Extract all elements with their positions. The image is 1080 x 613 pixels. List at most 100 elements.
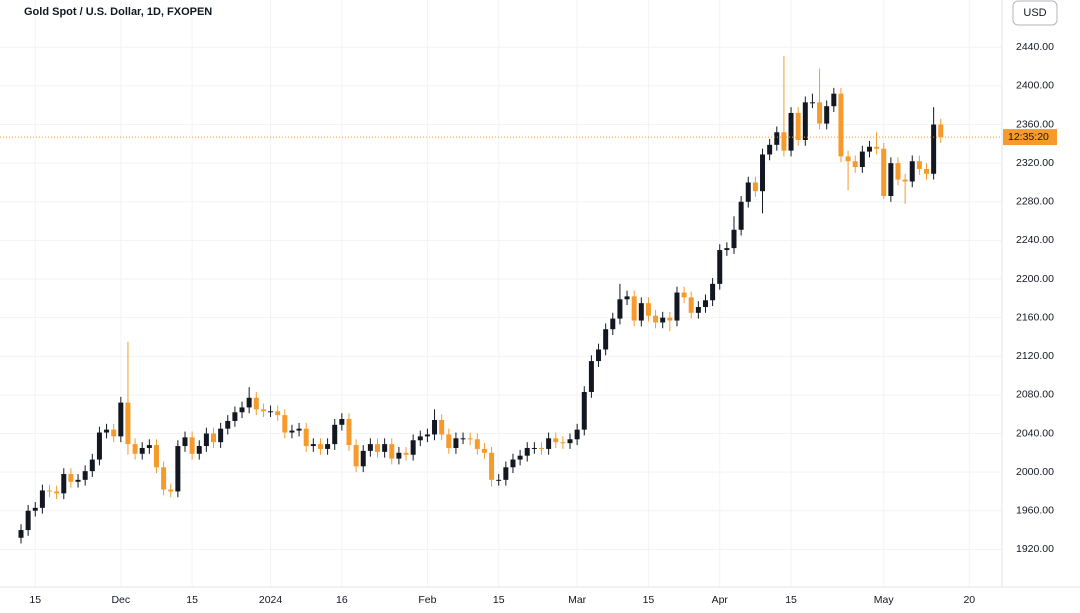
candle-body — [260, 409, 266, 412]
candle-body — [232, 412, 238, 421]
grid — [0, 0, 1002, 587]
candle-body — [246, 397, 252, 408]
candle-body — [681, 292, 687, 298]
candle-body — [645, 303, 651, 316]
y-tick-label: 2000.00 — [1016, 466, 1054, 478]
candle-body — [931, 124, 937, 174]
candle-body — [268, 411, 274, 413]
candle-body — [674, 292, 680, 321]
x-tick-label: 15 — [29, 594, 41, 606]
candle-body — [211, 433, 217, 443]
candle-body — [325, 444, 331, 449]
candle-body — [96, 432, 102, 460]
candle-body — [489, 452, 495, 480]
candle-body — [695, 307, 701, 313]
candle-body — [332, 424, 338, 445]
x-tick-label: Dec — [111, 594, 130, 606]
candle-body — [410, 440, 416, 455]
y-tick-label: 1920.00 — [1016, 543, 1054, 555]
candle-body — [624, 296, 630, 300]
y-tick-label: 2160.00 — [1016, 311, 1054, 323]
x-tick-label: 15 — [186, 594, 198, 606]
candle-body — [767, 144, 773, 155]
candle-body — [182, 437, 188, 447]
candle-body — [82, 471, 88, 480]
candle-body — [881, 148, 887, 196]
candle-body — [567, 439, 573, 444]
y-tick-label: 2200.00 — [1016, 273, 1054, 285]
candle-body — [817, 102, 823, 124]
candle-body — [638, 303, 644, 321]
candle-body — [132, 444, 138, 454]
candle-body — [574, 429, 580, 440]
candle-body — [289, 430, 295, 433]
y-tick-label: 2400.00 — [1016, 80, 1054, 92]
candle-body — [560, 442, 566, 444]
candle-body — [467, 438, 473, 440]
price-label: 12:35:20 — [1008, 131, 1049, 143]
x-tick-label: 15 — [493, 594, 505, 606]
y-tick-label: 2440.00 — [1016, 41, 1054, 53]
candle-body — [731, 229, 737, 249]
y-tick-label: 2280.00 — [1016, 196, 1054, 208]
candle-body — [667, 317, 673, 321]
currency-button[interactable] — [1012, 0, 1058, 26]
candle-body — [89, 459, 95, 472]
candle-body — [367, 444, 373, 451]
candle-body — [596, 349, 602, 362]
y-tick-label: 2080.00 — [1016, 389, 1054, 401]
y-tick-label: 2320.00 — [1016, 157, 1054, 169]
candle-body — [553, 438, 559, 443]
x-tick-label: 16 — [336, 594, 348, 606]
candle-body — [317, 444, 323, 449]
candle-body — [203, 433, 209, 447]
candle-body — [453, 438, 459, 448]
x-tick-label: Mar — [568, 594, 587, 606]
candle-body — [417, 436, 423, 441]
candle-body — [538, 447, 544, 449]
candle-body — [581, 391, 587, 430]
candle-body — [688, 297, 694, 313]
currency-label[interactable]: USD — [1023, 7, 1046, 19]
candle-body — [603, 329, 609, 350]
candle-body — [282, 415, 288, 433]
y-tick-label: 2120.00 — [1016, 350, 1054, 362]
candle-body — [481, 448, 487, 453]
candle-body — [424, 434, 430, 437]
candle-body — [588, 361, 594, 392]
y-tick-label: 2360.00 — [1016, 118, 1054, 130]
candle-body — [774, 132, 780, 145]
candle-body — [738, 201, 744, 230]
candle-body — [702, 300, 708, 308]
candle-body — [617, 299, 623, 319]
candles — [0, 55, 1002, 544]
candle-body — [474, 439, 480, 449]
candle-body — [275, 411, 281, 416]
axes: 1920.00 1960.00 2000.00 2040.00 2080.00 2120.… — [29, 41, 1057, 606]
candle-body — [403, 452, 409, 455]
candle-body — [831, 93, 837, 107]
candle-body — [161, 467, 167, 490]
candle-body — [18, 530, 24, 538]
candle-body — [809, 102, 815, 104]
candle-body — [760, 154, 766, 192]
x-tick-label: 15 — [785, 594, 797, 606]
candle-body — [653, 315, 659, 323]
candle-body — [824, 106, 830, 124]
candle-body — [118, 402, 124, 437]
candle-body — [531, 447, 537, 449]
x-tick-label: 2024 — [259, 594, 283, 606]
y-tick-label: 1960.00 — [1016, 505, 1054, 517]
candle-body — [104, 429, 110, 433]
candle-body — [218, 428, 224, 443]
candle-body — [353, 445, 359, 467]
x-tick-label: Feb — [418, 594, 436, 606]
candle-body — [54, 491, 60, 494]
candle-body — [503, 467, 509, 480]
candle-body — [916, 161, 922, 169]
candle-body — [859, 151, 865, 168]
candle-body — [610, 318, 616, 330]
candle-body — [460, 438, 466, 440]
candle-body — [139, 447, 145, 454]
